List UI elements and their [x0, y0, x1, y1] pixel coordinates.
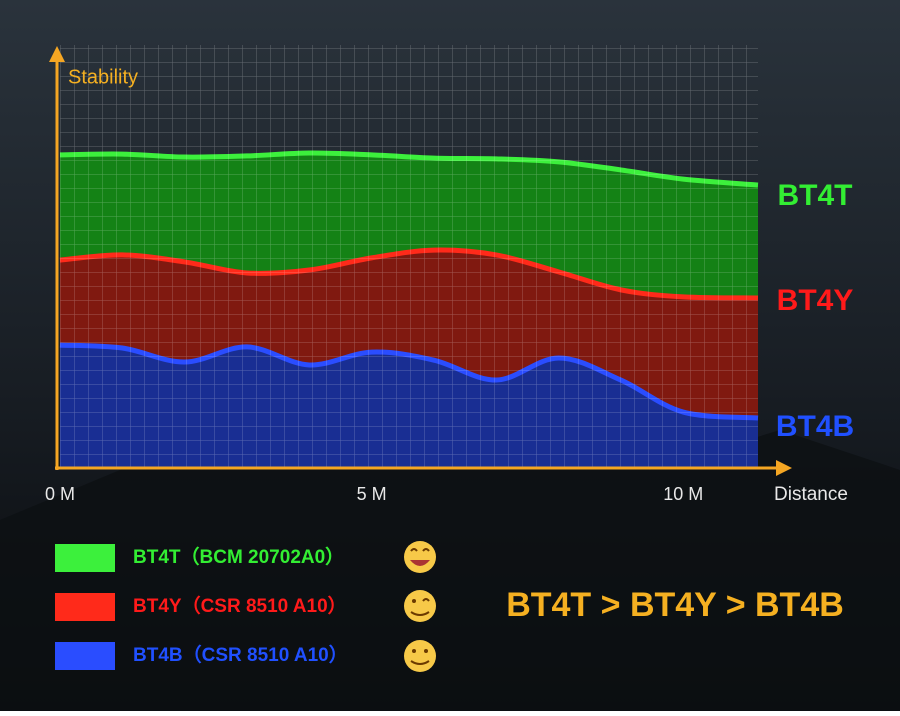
- emojis: [404, 541, 436, 672]
- series-end-label: BT4T: [778, 179, 853, 212]
- emoji-eyes: [410, 548, 430, 552]
- legend-swatch: [55, 642, 115, 670]
- grid: [60, 45, 758, 468]
- emoji-wink: [422, 598, 430, 602]
- emoji-mouth: [410, 611, 430, 616]
- x-axis-label: Distance: [774, 484, 848, 505]
- emoji-eye: [424, 649, 428, 653]
- x-tick-label: 0 M: [45, 484, 75, 504]
- series-end-label: BT4B: [776, 410, 854, 443]
- x-axis-arrow: [776, 460, 792, 476]
- legend-swatch: [55, 544, 115, 572]
- legend-label: BT4T（BCM 20702A0）: [133, 545, 344, 568]
- y-axis-label: Stability: [68, 66, 138, 88]
- emoji-mouth: [410, 560, 430, 566]
- x-tick-label: 10 M: [663, 484, 703, 504]
- legend-label: BT4Y（CSR 8510 A10）: [133, 594, 347, 617]
- y-axis-arrow: [49, 46, 65, 62]
- legend-swatch: [55, 593, 115, 621]
- series-end-label: BT4Y: [777, 284, 854, 317]
- emoji-eye: [412, 599, 416, 603]
- legend-label: BT4B（CSR 8510 A10）: [133, 643, 348, 666]
- annotation: BT4T > BT4Y > BT4B: [506, 586, 844, 624]
- emoji: [404, 640, 436, 672]
- x-tick-label: 5 M: [357, 484, 387, 504]
- emoji-mouth: [410, 660, 430, 665]
- emoji: [404, 590, 436, 622]
- emoji: [404, 541, 436, 573]
- mountain: [0, 300, 900, 711]
- emoji-eye: [412, 649, 416, 653]
